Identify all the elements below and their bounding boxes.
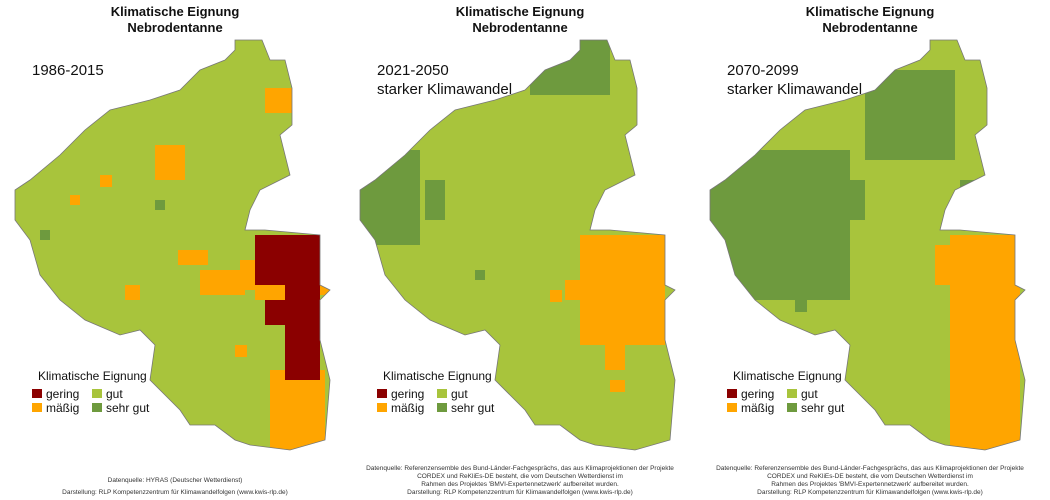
suitability-area [125,285,140,300]
credit-note: Darstellung: RLP Kompetenzzentrum für Kl… [757,489,983,496]
suitability-area [950,235,1020,450]
map-panel: Klimatische EignungNebrodentanne2021-205… [359,4,676,496]
legend-swatch [92,389,102,398]
suitability-area [240,260,255,290]
legend-label: mäßig [46,401,79,415]
legend-swatch [437,403,447,412]
credit-note: Darstellung: RLP Kompetenzzentrum für Kl… [62,489,288,496]
suitability-area [200,270,245,295]
map-panel: Klimatische EignungNebrodentanne2070-209… [709,4,1026,496]
legend-label: mäßig [741,401,774,415]
suitability-area [845,180,865,220]
suitability-area [710,150,850,300]
suitability-area [580,235,665,345]
legend-title: Klimatische Eignung [38,369,147,383]
legend-label: mäßig [391,401,424,415]
suitability-area [425,180,445,220]
map [709,39,1026,451]
legend-swatch [727,403,737,412]
suitability-area [935,245,955,285]
map [14,39,331,451]
credit-note: Darstellung: RLP Kompetenzzentrum für Kl… [407,489,633,496]
legend-label: gut [801,387,818,401]
suitability-area [265,300,285,325]
suitability-area [795,300,807,312]
source-note: Rahmen des Projektes 'BMVI-Expertennetzw… [771,481,969,488]
source-note: Datenquelle: Referenzensemble des Bund-L… [366,465,674,472]
panel-subtitle: Nebrodentanne [472,20,567,35]
legend-label: sehr gut [106,401,150,415]
suitability-area [40,230,50,240]
suitability-area [530,40,610,95]
suitability-area [70,195,80,205]
suitability-area [610,380,625,392]
suitability-area [155,145,185,180]
legend-title: Klimatische Eignung [733,369,842,383]
legend-label: gering [46,387,79,401]
legend-label: gut [106,387,123,401]
suitability-area [155,200,165,210]
map-overlay [710,70,1020,450]
suitability-area [255,235,320,285]
suitability-area [235,345,247,357]
suitability-area [100,175,112,187]
source-note: Rahmen des Projektes 'BMVI-Expertennetzw… [421,481,619,488]
legend-label: sehr gut [801,401,845,415]
legend-title: Klimatische Eignung [383,369,492,383]
suitability-area [320,285,330,295]
suitability-area [605,345,625,370]
suitability-area [565,280,585,300]
source-note: Datenquelle: Referenzensemble des Bund-L… [716,465,1024,472]
source-note: CORDEX und ReKliEs-DE besteht, die vom D… [417,473,623,480]
legend-swatch [787,403,797,412]
legend-swatch [92,403,102,412]
legend-label: sehr gut [451,401,495,415]
period-label: starker Klimawandel [727,81,862,98]
source-note: CORDEX und ReKliEs-DE besteht, die vom D… [767,473,973,480]
panel-subtitle: Nebrodentanne [127,20,222,35]
legend-label: gut [451,387,468,401]
legend-swatch [437,389,447,398]
map-overlay [40,88,330,450]
panel-title: Klimatische Eignung [111,4,240,19]
suitability-area [865,70,955,160]
suitability-area [255,285,285,300]
suitability-area [960,180,975,195]
map-panel: Klimatische EignungNebrodentanne1986-201… [14,4,331,496]
panel-subtitle: Nebrodentanne [822,20,917,35]
period-label: starker Klimawandel [377,81,512,98]
period-label: 1986-2015 [32,62,104,79]
suitability-area [475,270,485,280]
legend-swatch [32,389,42,398]
suitability-area [550,290,562,302]
legend-swatch [32,403,42,412]
source-note: Datenquelle: HYRAS (Deutscher Wetterdien… [108,477,243,484]
period-label: 2021-2050 [377,62,449,79]
legend-label: gering [391,387,424,401]
map [359,39,676,451]
legend-swatch [377,403,387,412]
panel-title: Klimatische Eignung [806,4,935,19]
map-overlay [360,40,665,392]
legend-swatch [377,389,387,398]
suitability-area [360,150,420,245]
legend-swatch [727,389,737,398]
legend-swatch [787,389,797,398]
suitability-area [270,370,325,450]
panel-title: Klimatische Eignung [456,4,585,19]
suitability-area [285,285,320,380]
legend-label: gering [741,387,774,401]
suitability-area [178,250,208,265]
period-label: 2070-2099 [727,62,799,79]
suitability-area [265,88,292,113]
